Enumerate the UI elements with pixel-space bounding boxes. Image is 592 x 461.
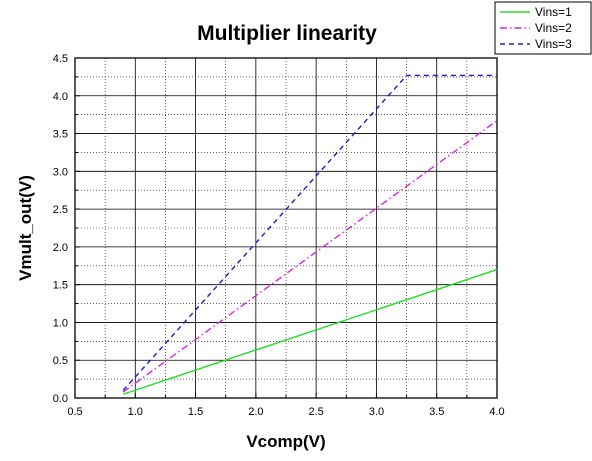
series-lines xyxy=(122,74,498,395)
y-tick-label: 2.0 xyxy=(53,242,68,254)
x-tick-label: 1.5 xyxy=(188,406,203,418)
chart-title: Multiplier linearity xyxy=(197,22,377,45)
x-tick-label: 2.0 xyxy=(248,406,263,418)
x-tick-label: 0.5 xyxy=(67,406,82,418)
y-tick-label: 3.0 xyxy=(53,166,68,178)
y-tick-label: 1.5 xyxy=(53,280,68,292)
x-tick-label: 2.5 xyxy=(308,406,323,418)
x-tick-label: 3.5 xyxy=(429,406,444,418)
legend-label: Vins=2 xyxy=(535,21,572,35)
x-tick-label: 1.0 xyxy=(128,406,143,418)
series-line-3 xyxy=(122,74,497,391)
y-tick-label: 1.0 xyxy=(53,317,68,329)
series-line-1 xyxy=(122,268,498,395)
y-axis-label: Vmult_out(V) xyxy=(16,175,35,281)
y-tick-label: 2.5 xyxy=(53,204,68,216)
legend-label: Vins=3 xyxy=(535,37,572,51)
grid xyxy=(75,58,497,398)
y-tick-label: 3.5 xyxy=(53,129,68,141)
legend-label: Vins=1 xyxy=(535,5,572,19)
series-line-2 xyxy=(122,120,498,393)
x-tick-label: 3.0 xyxy=(369,406,384,418)
y-tick-label: 4.5 xyxy=(53,53,68,65)
y-tick-label: 0.5 xyxy=(53,355,68,367)
y-tick-label: 0.0 xyxy=(53,393,68,405)
legend: Vins=1 Vins=2 Vins=3 xyxy=(494,1,592,55)
y-tick-label: 4.0 xyxy=(53,91,68,103)
x-axis-label: Vcomp(V) xyxy=(246,432,325,451)
ticks: 0.5 1.0 1.5 2.0 2.5 3.0 3.5 4.00.00.51.01.52.02… xyxy=(53,53,505,418)
x-tick-label: 4.0 xyxy=(489,406,504,418)
